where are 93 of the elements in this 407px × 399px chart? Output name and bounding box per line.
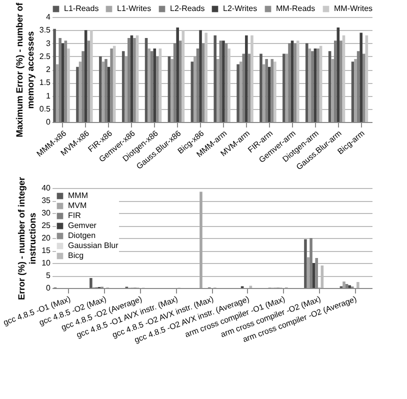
legend-label: MVM [68,201,87,210]
bar [331,59,334,122]
bar [214,35,217,122]
bar [170,59,174,122]
bar [190,62,194,122]
bar [102,62,105,122]
y-tick-label: 35 [42,196,52,205]
bar [124,56,128,122]
bar [194,56,196,122]
legend-label: L1-Writes [117,4,152,13]
bar [182,30,185,122]
bar [354,59,357,122]
y-tick-label: 15 [42,246,52,255]
bar [260,54,262,122]
y-tick-label: 5 [46,271,52,280]
bar [90,278,92,288]
bar [250,35,254,122]
bar [360,32,362,122]
bar [239,62,242,122]
y-tick-label: 0.5 [39,104,52,114]
bar [53,28,56,122]
y-tick-label: 1.5 [39,78,52,88]
bar [222,40,225,122]
legend-label: L1-Reads [64,4,99,13]
legend-label: MM-Reads [276,4,316,13]
bar [90,30,93,122]
bar [351,62,354,122]
bar [112,46,116,122]
bar [245,35,248,122]
bar [199,30,202,122]
y-tick-label: 3 [46,38,52,48]
legend-label: L2-Writes [223,4,258,13]
y-tick-label: 25 [42,221,52,230]
bar [84,30,88,122]
bar [290,40,294,122]
bar [348,285,351,288]
bar [168,56,171,122]
legend-label: Diotgen [68,231,96,240]
y-axis-title: Error (%) - number of integer instructions [16,176,38,300]
bar [274,62,276,122]
bar [336,28,340,122]
y-tick-label: 1 [46,91,52,100]
y-tick-label: 0 [46,284,52,292]
bar [282,54,286,122]
bar [236,64,240,122]
y-tick-label: 0 [46,118,52,126]
bar [319,46,322,122]
bar [67,48,70,122]
legend-label: MM-Writes [334,4,373,13]
bar [304,239,307,288]
legend-label: Gaussian Blur [68,241,119,250]
bar [228,48,230,122]
bar [365,35,368,122]
bar [107,66,110,122]
bar [268,66,271,122]
bar [158,48,162,122]
bar [78,62,82,122]
legend-label: Gemver [68,221,97,230]
bar [200,192,202,288]
bar [328,51,332,122]
bar [176,28,179,122]
y-tick-label: 2 [46,65,52,74]
bar [342,35,346,122]
y-tick-label: 10 [42,258,52,268]
y-tick-label: 40 [42,184,52,192]
bar [308,48,312,122]
bar [314,48,317,122]
bar [216,59,220,122]
y-tick-label: 30 [42,208,52,218]
bar [76,66,79,122]
bar [342,282,346,288]
bar [305,43,308,122]
y-tick-label: 2.5 [39,52,52,61]
legend-label: Bicg [68,251,84,260]
bar [148,48,150,122]
bar [62,43,64,122]
bar [204,32,208,122]
bar [144,38,148,122]
bar [356,282,360,288]
legend-label: MMM [68,191,88,200]
bar [122,51,125,122]
y-axis-title: Maximum Error (%) - number of memory accesses [14,2,36,138]
y-tick-label: 4 [46,12,52,22]
legend-label: L2-Reads [170,4,205,13]
bar [153,48,156,122]
bar [312,263,316,288]
y-tick-label: 3.5 [39,26,52,35]
bar [136,35,139,122]
legend-label: FIR [68,211,82,220]
y-tick-label: 20 [42,234,52,242]
bar [296,40,300,122]
bar [130,35,134,122]
bar [99,56,102,122]
